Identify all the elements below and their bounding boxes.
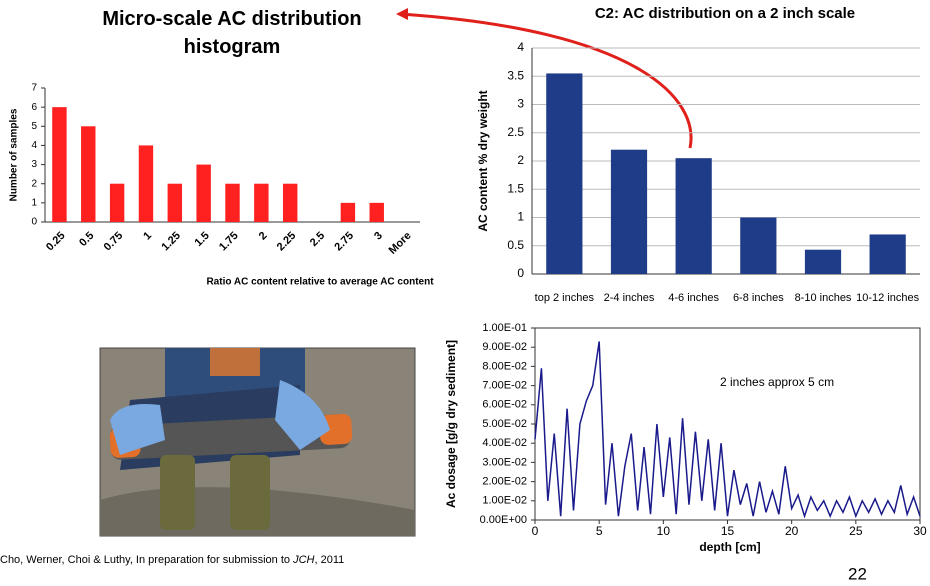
bar xyxy=(167,183,183,222)
y-tick-label: 9.00E-02 xyxy=(482,341,527,353)
y-tick-label: 6 xyxy=(31,102,37,113)
y-tick-label: 3 xyxy=(31,159,37,170)
bar xyxy=(804,249,842,274)
citation-journal: JCH xyxy=(292,554,314,566)
y-tick-label: 5 xyxy=(31,121,37,132)
y-tick-label: 1 xyxy=(517,210,524,224)
x-tick-label: 2 xyxy=(257,230,270,243)
x-tick-label: 25 xyxy=(849,524,863,538)
x-tick-label: 1 xyxy=(141,230,154,243)
y-tick-label: 2 xyxy=(517,153,524,167)
x-tick-label: 3 xyxy=(372,230,385,243)
citation: Cho, Werner, Choi & Luthy, In preparatio… xyxy=(0,554,344,566)
bar xyxy=(254,183,269,222)
bar xyxy=(282,183,298,222)
y-tick-label: 8.00E-02 xyxy=(482,360,527,372)
x-tick-label: 2-4 inches xyxy=(604,292,655,304)
y-tick-label: 4 xyxy=(31,140,37,151)
chart-title: C2: AC distribution on a 2 inch scale xyxy=(595,5,855,22)
y-tick-label: 1 xyxy=(31,197,37,208)
x-tick-label: 10 xyxy=(657,524,671,538)
x-tick-label: 2.5 xyxy=(308,230,327,249)
line-series xyxy=(534,341,921,519)
y-tick-label: 1.00E-02 xyxy=(482,495,527,507)
x-tick-label: 20 xyxy=(785,524,799,538)
annotation: 2 inches approx 5 cm xyxy=(720,375,834,389)
y-tick-label: 4 xyxy=(517,40,524,54)
bar xyxy=(138,145,154,222)
bar xyxy=(610,149,648,274)
y-tick-label: 3.00E-02 xyxy=(482,456,527,468)
y-tick-label: 0 xyxy=(31,217,37,228)
bar xyxy=(52,107,67,222)
y-tick-label: 2.5 xyxy=(507,125,524,139)
x-tick-label: 6-8 inches xyxy=(733,292,784,304)
x-tick-label: 30 xyxy=(913,524,927,538)
x-tick-label: 0.25 xyxy=(44,230,68,254)
bar xyxy=(81,126,96,222)
y-tick-label: 2.00E-02 xyxy=(482,476,527,488)
x-tick-label: top 2 inches xyxy=(535,292,595,304)
x-axis-label: Ratio AC content relative to average AC … xyxy=(206,277,434,288)
chart-title: Micro-scale AC distribution histogram xyxy=(102,8,361,58)
y-tick-label: 0 xyxy=(517,266,524,280)
y-tick-label: 6.00E-02 xyxy=(482,399,527,411)
bar xyxy=(109,183,125,222)
x-tick-label: 2.25 xyxy=(275,230,299,254)
bar xyxy=(740,217,777,274)
bar xyxy=(340,202,356,222)
y-tick-label: 1.00E-01 xyxy=(482,322,527,334)
bar xyxy=(869,234,906,274)
x-tick-label: 1.25 xyxy=(159,230,183,254)
y-tick-label: 1.5 xyxy=(507,181,524,195)
x-tick-label: More xyxy=(387,230,414,257)
bar xyxy=(546,73,583,274)
citation-year: , 2011 xyxy=(314,554,344,566)
y-tick-label: 7.00E-02 xyxy=(482,380,527,392)
x-tick-label: 8-10 inches xyxy=(795,292,852,304)
x-tick-label: 10-12 inches xyxy=(856,292,919,304)
y-tick-label: 0.00E+00 xyxy=(480,514,527,526)
arrow xyxy=(399,12,693,149)
x-axis-label: depth [cm] xyxy=(699,540,760,554)
x-tick-label: 0 xyxy=(532,524,539,538)
x-tick-label: 4-6 inches xyxy=(668,292,719,304)
y-axis-label: AC content % dry weight xyxy=(476,90,490,231)
x-tick-label: 1.75 xyxy=(217,230,241,254)
y-tick-label: 2 xyxy=(31,178,37,189)
bar xyxy=(369,202,384,222)
x-tick-label: 15 xyxy=(721,524,735,538)
y-tick-label: 5.00E-02 xyxy=(482,418,527,430)
y-axis-label: Number of samples xyxy=(9,108,20,201)
arrow-head xyxy=(396,8,408,20)
photo xyxy=(99,347,416,537)
citation-text: Cho, Werner, Choi & Luthy, In preparatio… xyxy=(0,554,293,566)
bar xyxy=(675,158,712,274)
y-tick-label: 3.5 xyxy=(507,68,524,82)
page-number: 22 xyxy=(848,564,867,583)
x-tick-label: 0.5 xyxy=(77,230,96,249)
x-tick-label: 2.75 xyxy=(332,230,356,254)
y-tick-label: 3 xyxy=(517,97,524,111)
y-axis-label: Ac dosage [g/g dry sediment] xyxy=(444,340,458,508)
y-tick-label: 0.5 xyxy=(507,238,524,252)
bar xyxy=(225,183,240,222)
plot-frame xyxy=(534,327,921,521)
bar xyxy=(196,164,211,222)
y-tick-label: 7 xyxy=(31,83,37,94)
x-tick-label: 5 xyxy=(596,524,603,538)
y-tick-label: 4.00E-02 xyxy=(482,437,527,449)
x-tick-label: 0.75 xyxy=(102,230,126,254)
x-tick-label: 1.5 xyxy=(193,230,212,249)
